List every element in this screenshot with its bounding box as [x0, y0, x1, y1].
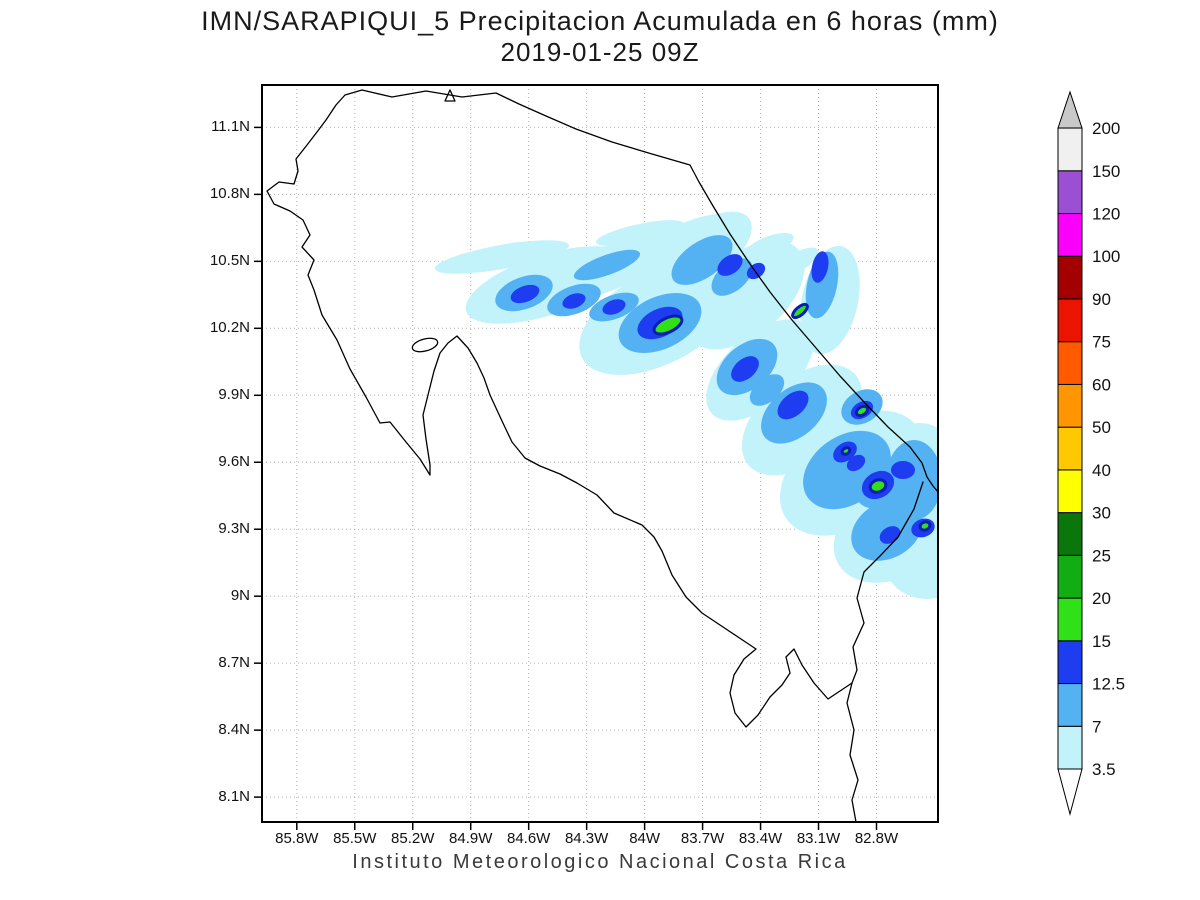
lat-tick-label: 9N — [230, 587, 250, 605]
colorbar-level-label: 120 — [1092, 205, 1120, 224]
figure-subtitle: 2019-01-25 09Z — [500, 37, 700, 67]
precip-blob — [777, 390, 809, 420]
precip-blob — [602, 299, 626, 315]
precip-blob — [717, 254, 743, 276]
colorbar-level-label: 90 — [1092, 290, 1111, 309]
colorbar-segment — [1057, 383, 1083, 428]
colorbar-level-label: 25 — [1092, 546, 1111, 565]
colorbar-segment — [1057, 341, 1083, 385]
lat-tick-label: 11.1N — [211, 118, 250, 136]
coastline-layer — [266, 89, 938, 822]
lon-tick-label: 82.8W — [854, 830, 899, 847]
figure-title: IMN/SARAPIQUI_5 Precipitacion Acumulada … — [201, 6, 999, 36]
colorbar-level-label: 100 — [1092, 247, 1120, 266]
precip-blob — [562, 293, 586, 309]
colorbar-level-label: 75 — [1092, 333, 1111, 352]
lon-tick-label: 85.2W — [391, 830, 435, 847]
colorbar-segment — [1057, 213, 1083, 257]
colorbar-segment — [1057, 255, 1083, 300]
lon-tick-label: 83.1W — [796, 830, 841, 847]
precip-blob — [791, 302, 809, 320]
colorbar-level-label: 40 — [1092, 461, 1111, 480]
colorbar-segment — [1057, 426, 1083, 471]
precip-blob — [595, 220, 685, 246]
colorbar-segment — [1057, 170, 1083, 215]
precip-blob — [765, 247, 819, 283]
lat-tick-label: 8.4N — [218, 721, 250, 739]
lon-tick-label: 83.7W — [680, 830, 725, 847]
precip-blob — [854, 404, 870, 418]
colorbar-over-arrow — [1057, 90, 1083, 129]
colorbar-level-label: 15 — [1092, 632, 1111, 651]
precip-blob — [840, 446, 852, 456]
colorbar-level-label: 30 — [1092, 504, 1111, 523]
lat-tick-label: 8.7N — [218, 654, 250, 672]
colorbar-segment — [1057, 597, 1083, 642]
panama-border-line — [851, 481, 924, 684]
precip-blob — [510, 284, 540, 304]
chira-island — [411, 337, 439, 353]
precip-blob — [918, 520, 932, 532]
lon-tick-label: 85.8W — [275, 830, 319, 847]
colorbar-level-label: 3.5 — [1092, 760, 1116, 779]
lat-tick-label: 9.9N — [218, 386, 250, 404]
costa-rica-map-svg — [254, 84, 939, 830]
lon-tick-label: 85.5W — [333, 830, 377, 847]
lat-tick-label: 10.8N — [209, 185, 250, 203]
map-plot-area — [254, 84, 939, 830]
colorbar-level-label: 7 — [1092, 717, 1101, 736]
colorbar-segment — [1057, 298, 1083, 343]
lat-tick-label: 8.1N — [218, 788, 250, 806]
precip-blob — [891, 461, 915, 479]
colorbar-level-label: 50 — [1092, 418, 1111, 437]
precip-blob — [868, 478, 888, 494]
precip-blob — [671, 235, 733, 285]
colorbar-segment — [1057, 127, 1083, 172]
lat-tick-label: 10.2N — [209, 319, 250, 337]
colorbar-legend: 3.5 7 12.5 15 20 25 30 40 50 60 75 90 100 120 150 200 — [1057, 90, 1125, 816]
colorbar-segment — [1057, 512, 1083, 556]
precipitation-shading — [435, 211, 938, 599]
costa-rica-coastline — [266, 89, 938, 822]
precip-blob — [846, 454, 866, 472]
colorbar-level-label: 60 — [1092, 375, 1111, 394]
lon-tick-label: 84W — [629, 830, 661, 847]
precip-blob — [811, 251, 829, 283]
colorbar-level-label: 200 — [1092, 119, 1120, 138]
colorbar-level-label: 20 — [1092, 589, 1111, 608]
lon-tick-label: 83.4W — [738, 830, 783, 847]
figure-caption: Instituto Meteorologico Nacional Costa R… — [352, 851, 848, 873]
precip-blob — [749, 374, 785, 406]
colorbar-segment — [1057, 683, 1083, 727]
colorbar-level-label: 150 — [1092, 162, 1120, 181]
colorbar-segment — [1057, 554, 1083, 599]
lat-tick-label: 10.5N — [209, 252, 250, 270]
precip-blob — [490, 241, 550, 255]
lat-tick-label: 9.6N — [218, 453, 250, 471]
island-triangle-marker — [444, 89, 456, 102]
axis-ticks — [254, 126, 878, 830]
colorbar-level-label: 12.5 — [1092, 675, 1125, 694]
colorbar-segment — [1057, 725, 1083, 770]
lon-tick-label: 84.6W — [506, 830, 551, 847]
colorbar-under-arrow — [1057, 768, 1083, 816]
precip-blob — [746, 232, 794, 258]
precip-blob — [652, 314, 684, 336]
lat-tick-label: 9.3N — [218, 520, 250, 538]
lon-tick-label: 84.9W — [449, 830, 493, 847]
precip-blob — [731, 356, 759, 382]
colorbar-segment — [1057, 640, 1083, 685]
precip-blob — [886, 440, 938, 520]
lon-tick-label: 84.3W — [564, 830, 609, 847]
plot-frame — [261, 84, 939, 823]
colorbar-segment — [1057, 469, 1083, 514]
precip-blob — [573, 249, 641, 281]
